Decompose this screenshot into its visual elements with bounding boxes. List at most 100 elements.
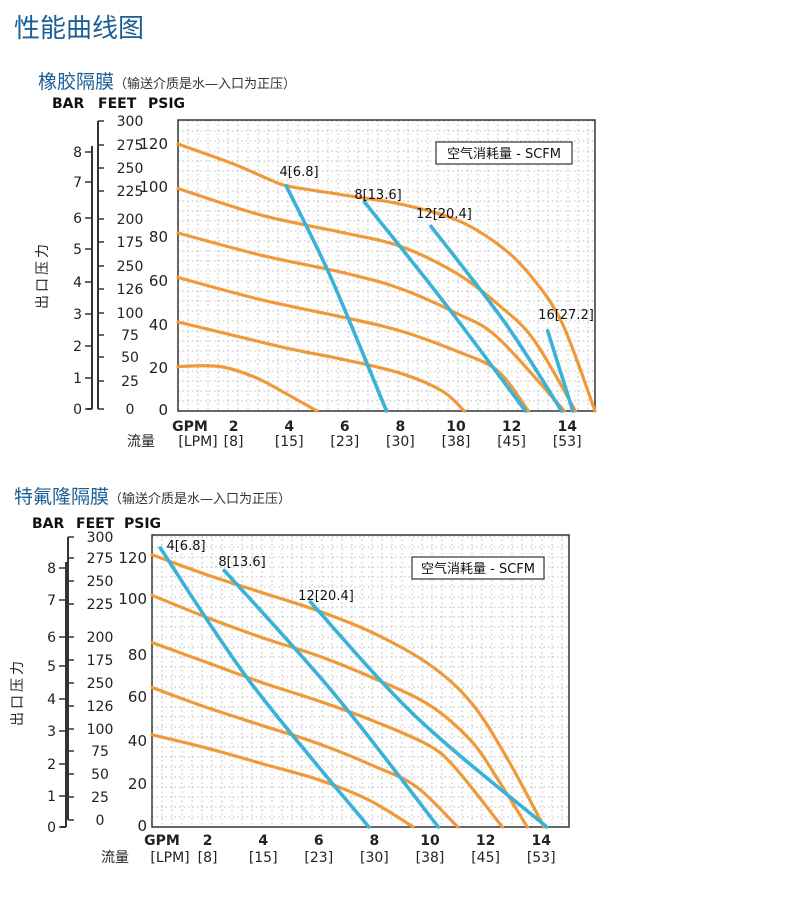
lpm-tick-label: [30] [360,850,389,866]
bar-axis-header: BAR [52,96,85,112]
gpm-tick-label: 8 [370,833,380,849]
psig-tick-label: 40 [149,316,168,334]
lpm-tick-label: [38] [442,434,471,450]
psig-tick-label: 20 [149,359,168,377]
bar-tick-label: 5 [73,242,82,258]
psig-axis-header: PSIG [148,96,185,112]
section-note: （输送介质是水—入口为正压） [109,492,292,507]
air-curve-label: 12[20.4] [298,589,354,604]
air-curve-label: 8[13.6] [218,555,265,570]
gpm-tick-label: 12 [502,419,521,435]
air-consumption-curve [362,200,528,413]
feet-tick-label: 250 [87,676,114,692]
pressure-curve [150,733,415,829]
feet-tick-label: 75 [91,744,109,760]
feet-tick-label: 275 [87,551,114,567]
gpm-tick-label: 14 [557,419,577,435]
feet-tick-label: 100 [87,722,114,738]
psig-tick-label: 60 [149,272,168,290]
feet-tick-label: 25 [91,790,109,806]
gpm-tick-label: 14 [531,833,551,849]
legend-box [435,141,573,165]
lpm-tick-label: [15] [275,434,304,450]
lpm-tick-label: [15] [249,850,278,866]
gpm-axis-header: GPM [144,833,180,849]
feet-axis-header: FEET [76,516,115,532]
pressure-curve [176,186,578,413]
psig-tick-label: 20 [128,775,147,793]
lpm-tick-label: [45] [471,850,500,866]
feet-tick-label: 126 [87,699,114,715]
air-consumption-curve [545,329,575,413]
pressure-curve [150,553,546,829]
bar-tick-label: 3 [73,307,82,323]
lpm-tick-label: [8] [198,850,218,866]
lpm-tick-label: [LPM] [150,850,189,866]
chart-title-teflon: 特氟隆隔膜（输送介质是水—入口为正压） [14,482,291,509]
bar-tick-label: 5 [47,659,56,675]
feet-tick-label: 250 [87,574,114,590]
lpm-tick-label: [30] [386,434,415,450]
chart-title-rubber: 橡胶隔膜（输送介质是水—入口为正压） [38,67,296,94]
air-consumption-curve [284,184,389,413]
y-axis-label: 出口压力 [10,658,26,726]
bar-tick-label: 1 [73,371,82,387]
feet-tick-label: 50 [121,350,139,366]
bar-tick-label: 1 [47,789,56,805]
feet-tick-label: 126 [117,282,144,298]
air-consumption-curve [158,546,371,829]
bar-tick-label: 4 [73,275,82,291]
air-consumption-curve [222,568,441,829]
air-curve-label: 4[6.8] [166,539,205,554]
feet-axis-header: FEET [98,96,137,112]
psig-tick-label: 80 [149,228,168,246]
feet-tick-label: 250 [117,259,144,275]
psig-tick-label: 0 [158,401,168,419]
page-title: 性能曲线图 [14,14,145,44]
psig-tick-label: 120 [118,549,147,567]
psig-axis-header: PSIG [124,516,161,532]
gpm-tick-label: 6 [340,419,350,435]
pressure-curve [176,364,319,413]
gpm-tick-label: 6 [314,833,324,849]
pressure-curve [150,685,460,829]
pressure-curve [176,231,566,413]
lpm-tick-label: [53] [553,434,582,450]
feet-tick-label: 225 [87,597,114,613]
feet-tick-label: 175 [87,653,114,669]
bar-tick-label: 0 [47,820,56,836]
psig-tick-label: 100 [118,590,147,608]
gpm-tick-label: 2 [229,419,239,435]
pressure-curve [150,593,529,829]
lpm-tick-label: [23] [330,434,359,450]
psig-tick-label: 0 [137,817,147,835]
psig-tick-label: 40 [128,732,147,750]
air-curve-label: 16[27.2] [538,308,594,323]
lpm-tick-label: [38] [416,850,445,866]
feet-tick-label: 0 [126,402,135,418]
bar-tick-label: 8 [47,561,56,577]
lpm-tick-label: [53] [527,850,556,866]
lpm-tick-label: [23] [304,850,333,866]
gpm-tick-label: 10 [420,833,440,849]
feet-tick-label: 225 [117,184,144,200]
legend-label: 空气消耗量 - SCFM [447,146,561,162]
gpm-axis-header: GPM [172,419,208,435]
bar-tick-label: 4 [47,692,56,708]
x-axis-label: 流量 [101,850,129,866]
psig-tick-label: 60 [128,688,147,706]
gpm-tick-label: 4 [284,419,294,435]
gpm-tick-label: 2 [203,833,213,849]
bar-tick-label: 7 [47,593,56,609]
bar-tick-label: 7 [73,175,82,191]
feet-tick-label: 250 [117,161,144,177]
feet-tick-label: 275 [117,138,144,154]
lpm-tick-label: [8] [224,434,244,450]
gpm-tick-label: 8 [396,419,406,435]
bar-axis-header: BAR [32,516,65,532]
bar-tick-label: 6 [47,630,56,646]
feet-tick-label: 300 [117,114,144,130]
bar-tick-label: 2 [47,757,56,773]
